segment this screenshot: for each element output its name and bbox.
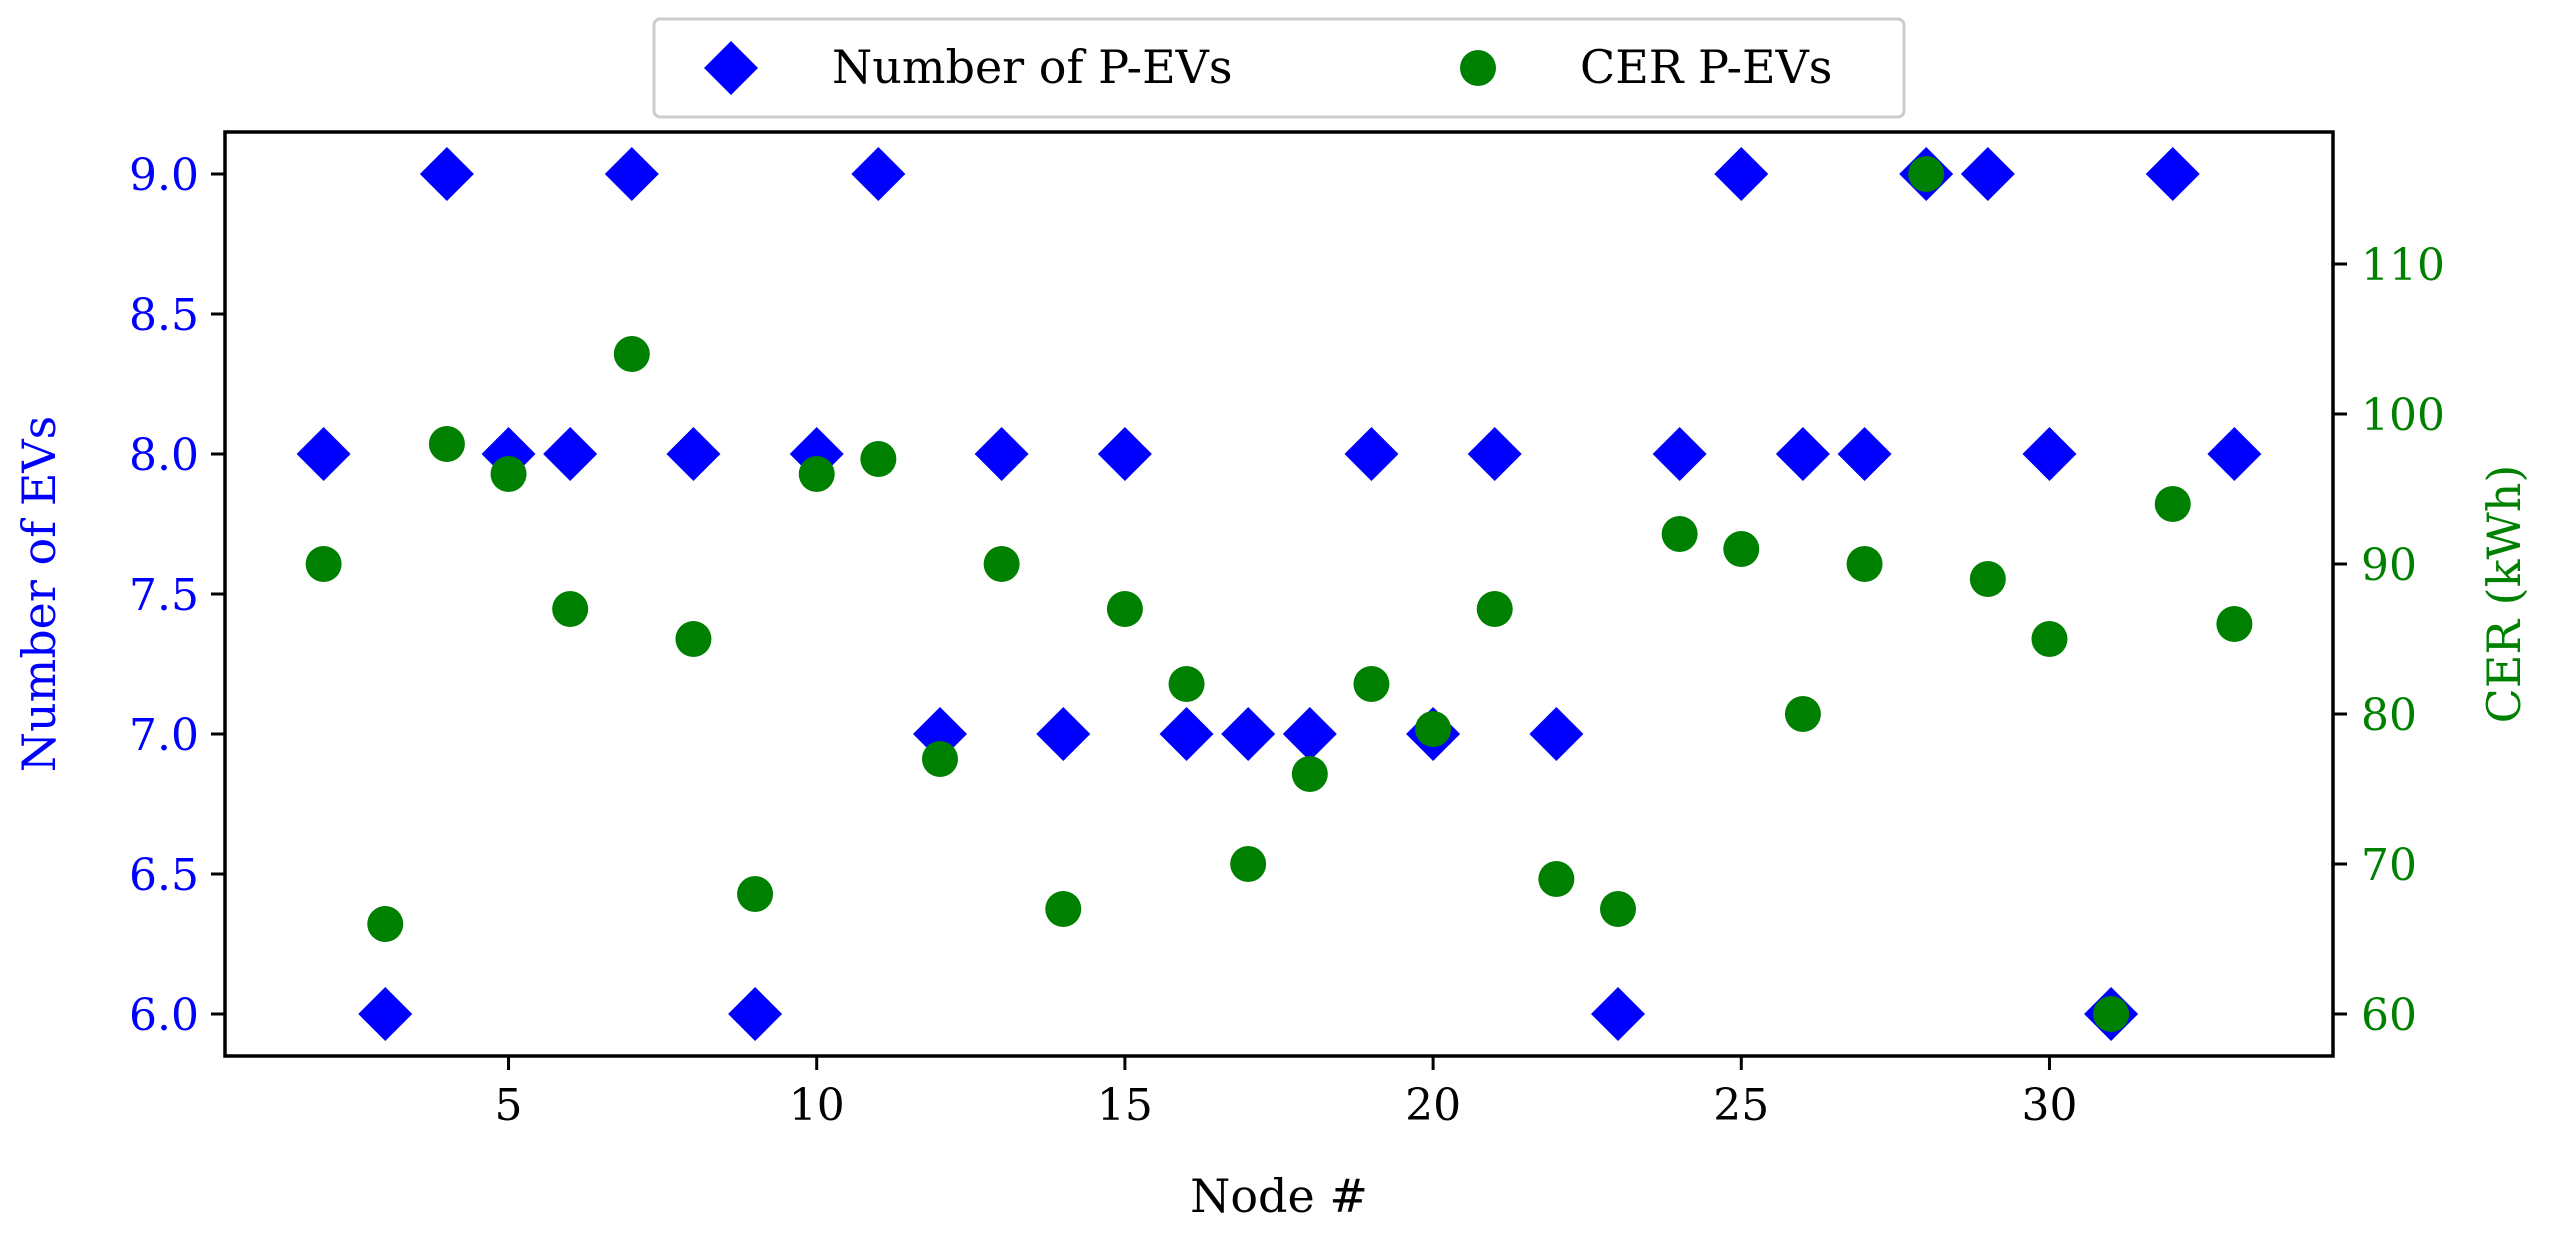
- data-point-evs-node-24: [1652, 427, 1707, 481]
- data-point-evs-node-14: [1036, 707, 1091, 761]
- data-point-evs-node-13: [974, 427, 1029, 481]
- y-right-tick-label-100: 100: [2361, 390, 2445, 441]
- data-point-cer-node-18: [1291, 756, 1328, 792]
- legend-circle-marker: [1460, 50, 1496, 86]
- data-point-evs-node-2: [296, 427, 351, 481]
- y-left-axis-title: Number of EVs: [12, 416, 66, 773]
- data-point-cer-node-16: [1168, 666, 1205, 702]
- y-left-tick-label-1: 6.5: [129, 850, 199, 901]
- x-tick-label-30: 30: [2021, 1080, 2077, 1131]
- data-point-evs-node-17: [1221, 707, 1276, 761]
- data-point-evs-node-3: [358, 987, 413, 1041]
- data-point-evs-node-27: [1837, 427, 1892, 481]
- data-point-evs-node-25: [1714, 147, 1769, 201]
- y-left-tick-label-6: 9.0: [129, 150, 199, 201]
- data-point-cer-node-21: [1476, 591, 1513, 627]
- data-point-evs-node-32: [2145, 147, 2200, 201]
- data-point-cer-node-2: [305, 546, 342, 582]
- legend-box: [652, 17, 1906, 119]
- data-point-cer-node-29: [1969, 561, 2006, 597]
- data-point-cer-node-4: [428, 426, 465, 462]
- data-point-evs-node-22: [1529, 707, 1584, 761]
- x-tick-label-10: 10: [789, 1080, 845, 1131]
- data-point-evs-node-19: [1344, 427, 1399, 481]
- legend-label-1: CER P-EVs: [1580, 40, 1832, 94]
- data-point-evs-node-8: [666, 427, 721, 481]
- data-point-evs-node-15: [1097, 427, 1152, 481]
- data-point-cer-node-27: [1846, 546, 1883, 582]
- data-point-cer-node-9: [737, 876, 774, 912]
- data-point-cer-node-10: [798, 456, 835, 492]
- data-point-cer-node-28: [1908, 156, 1945, 192]
- data-point-cer-node-15: [1106, 591, 1143, 627]
- data-point-cer-node-22: [1538, 861, 1575, 897]
- y-right-axis-title: CER (kWh): [2477, 465, 2531, 724]
- y-right-tick-label-80: 80: [2361, 690, 2417, 741]
- data-point-cer-node-12: [921, 741, 958, 777]
- y-left-tick-label-4: 8.0: [129, 430, 199, 481]
- data-point-cer-node-32: [2154, 486, 2191, 522]
- data-point-cer-node-11: [860, 441, 897, 477]
- y-right-tick-label-110: 110: [2361, 240, 2445, 291]
- data-point-cer-node-13: [983, 546, 1020, 582]
- data-point-cer-node-24: [1661, 516, 1698, 552]
- y-left-tick-label-3: 7.5: [129, 570, 199, 621]
- data-point-evs-node-11: [851, 147, 906, 201]
- data-point-cer-node-19: [1353, 666, 1390, 702]
- x-tick-label-5: 5: [495, 1080, 523, 1131]
- data-point-cer-node-26: [1784, 696, 1821, 732]
- data-point-cer-node-25: [1723, 531, 1760, 567]
- data-point-evs-node-4: [419, 147, 474, 201]
- data-point-evs-node-16: [1159, 707, 1214, 761]
- data-point-cer-node-20: [1415, 711, 1452, 747]
- data-point-cer-node-33: [2216, 606, 2253, 642]
- y-right-tick-label-60: 60: [2361, 990, 2417, 1041]
- y-left-tick-label-5: 8.5: [129, 290, 199, 341]
- x-tick-label-20: 20: [1405, 1080, 1461, 1131]
- legend-diamond-marker: [704, 41, 758, 95]
- data-point-evs-node-23: [1591, 987, 1646, 1041]
- y-right-tick-label-90: 90: [2361, 540, 2417, 591]
- x-tick-label-25: 25: [1713, 1080, 1769, 1131]
- legend: Number of P-EVs CER P-EVs: [652, 17, 1906, 119]
- data-point-evs-node-21: [1467, 427, 1522, 481]
- data-point-evs-node-30: [2022, 427, 2077, 481]
- y-right-tick-label-70: 70: [2361, 840, 2417, 891]
- y-left-tick-label-0: 6.0: [129, 990, 199, 1041]
- axes: 5 10 15 20 25 30 6.0 6.5 7.0 7.5 8.0 8.5 9.0 60 70 80 90…: [12, 130, 2531, 1223]
- y-left-tick-label-2: 7.0: [129, 710, 199, 761]
- data-point-cer-node-17: [1230, 846, 1267, 882]
- x-tick-label-15: 15: [1097, 1080, 1153, 1131]
- data-point-cer-node-8: [675, 621, 712, 657]
- data-point-cer-node-5: [490, 456, 527, 492]
- legend-label-0: Number of P-EVs: [832, 40, 1233, 94]
- data-point-cer-node-23: [1600, 891, 1637, 927]
- data-point-cer-node-3: [367, 906, 404, 942]
- data-point-evs-node-33: [2207, 427, 2262, 481]
- data-point-cer-node-14: [1045, 891, 1082, 927]
- data-point-evs-node-29: [1960, 147, 2015, 201]
- data-point-cer-node-7: [613, 336, 650, 372]
- plot-area: [296, 147, 2262, 1041]
- plot-frame: [223, 130, 2335, 1058]
- data-point-evs-node-9: [728, 987, 783, 1041]
- data-point-evs-node-6: [543, 427, 598, 481]
- data-point-evs-node-7: [604, 147, 659, 201]
- data-point-cer-node-6: [552, 591, 589, 627]
- data-point-evs-node-26: [1775, 427, 1830, 481]
- data-point-cer-node-31: [2093, 996, 2130, 1032]
- data-point-evs-node-18: [1282, 707, 1337, 761]
- x-axis-title: Node #: [1190, 1169, 1368, 1223]
- data-point-cer-node-30: [2031, 621, 2068, 657]
